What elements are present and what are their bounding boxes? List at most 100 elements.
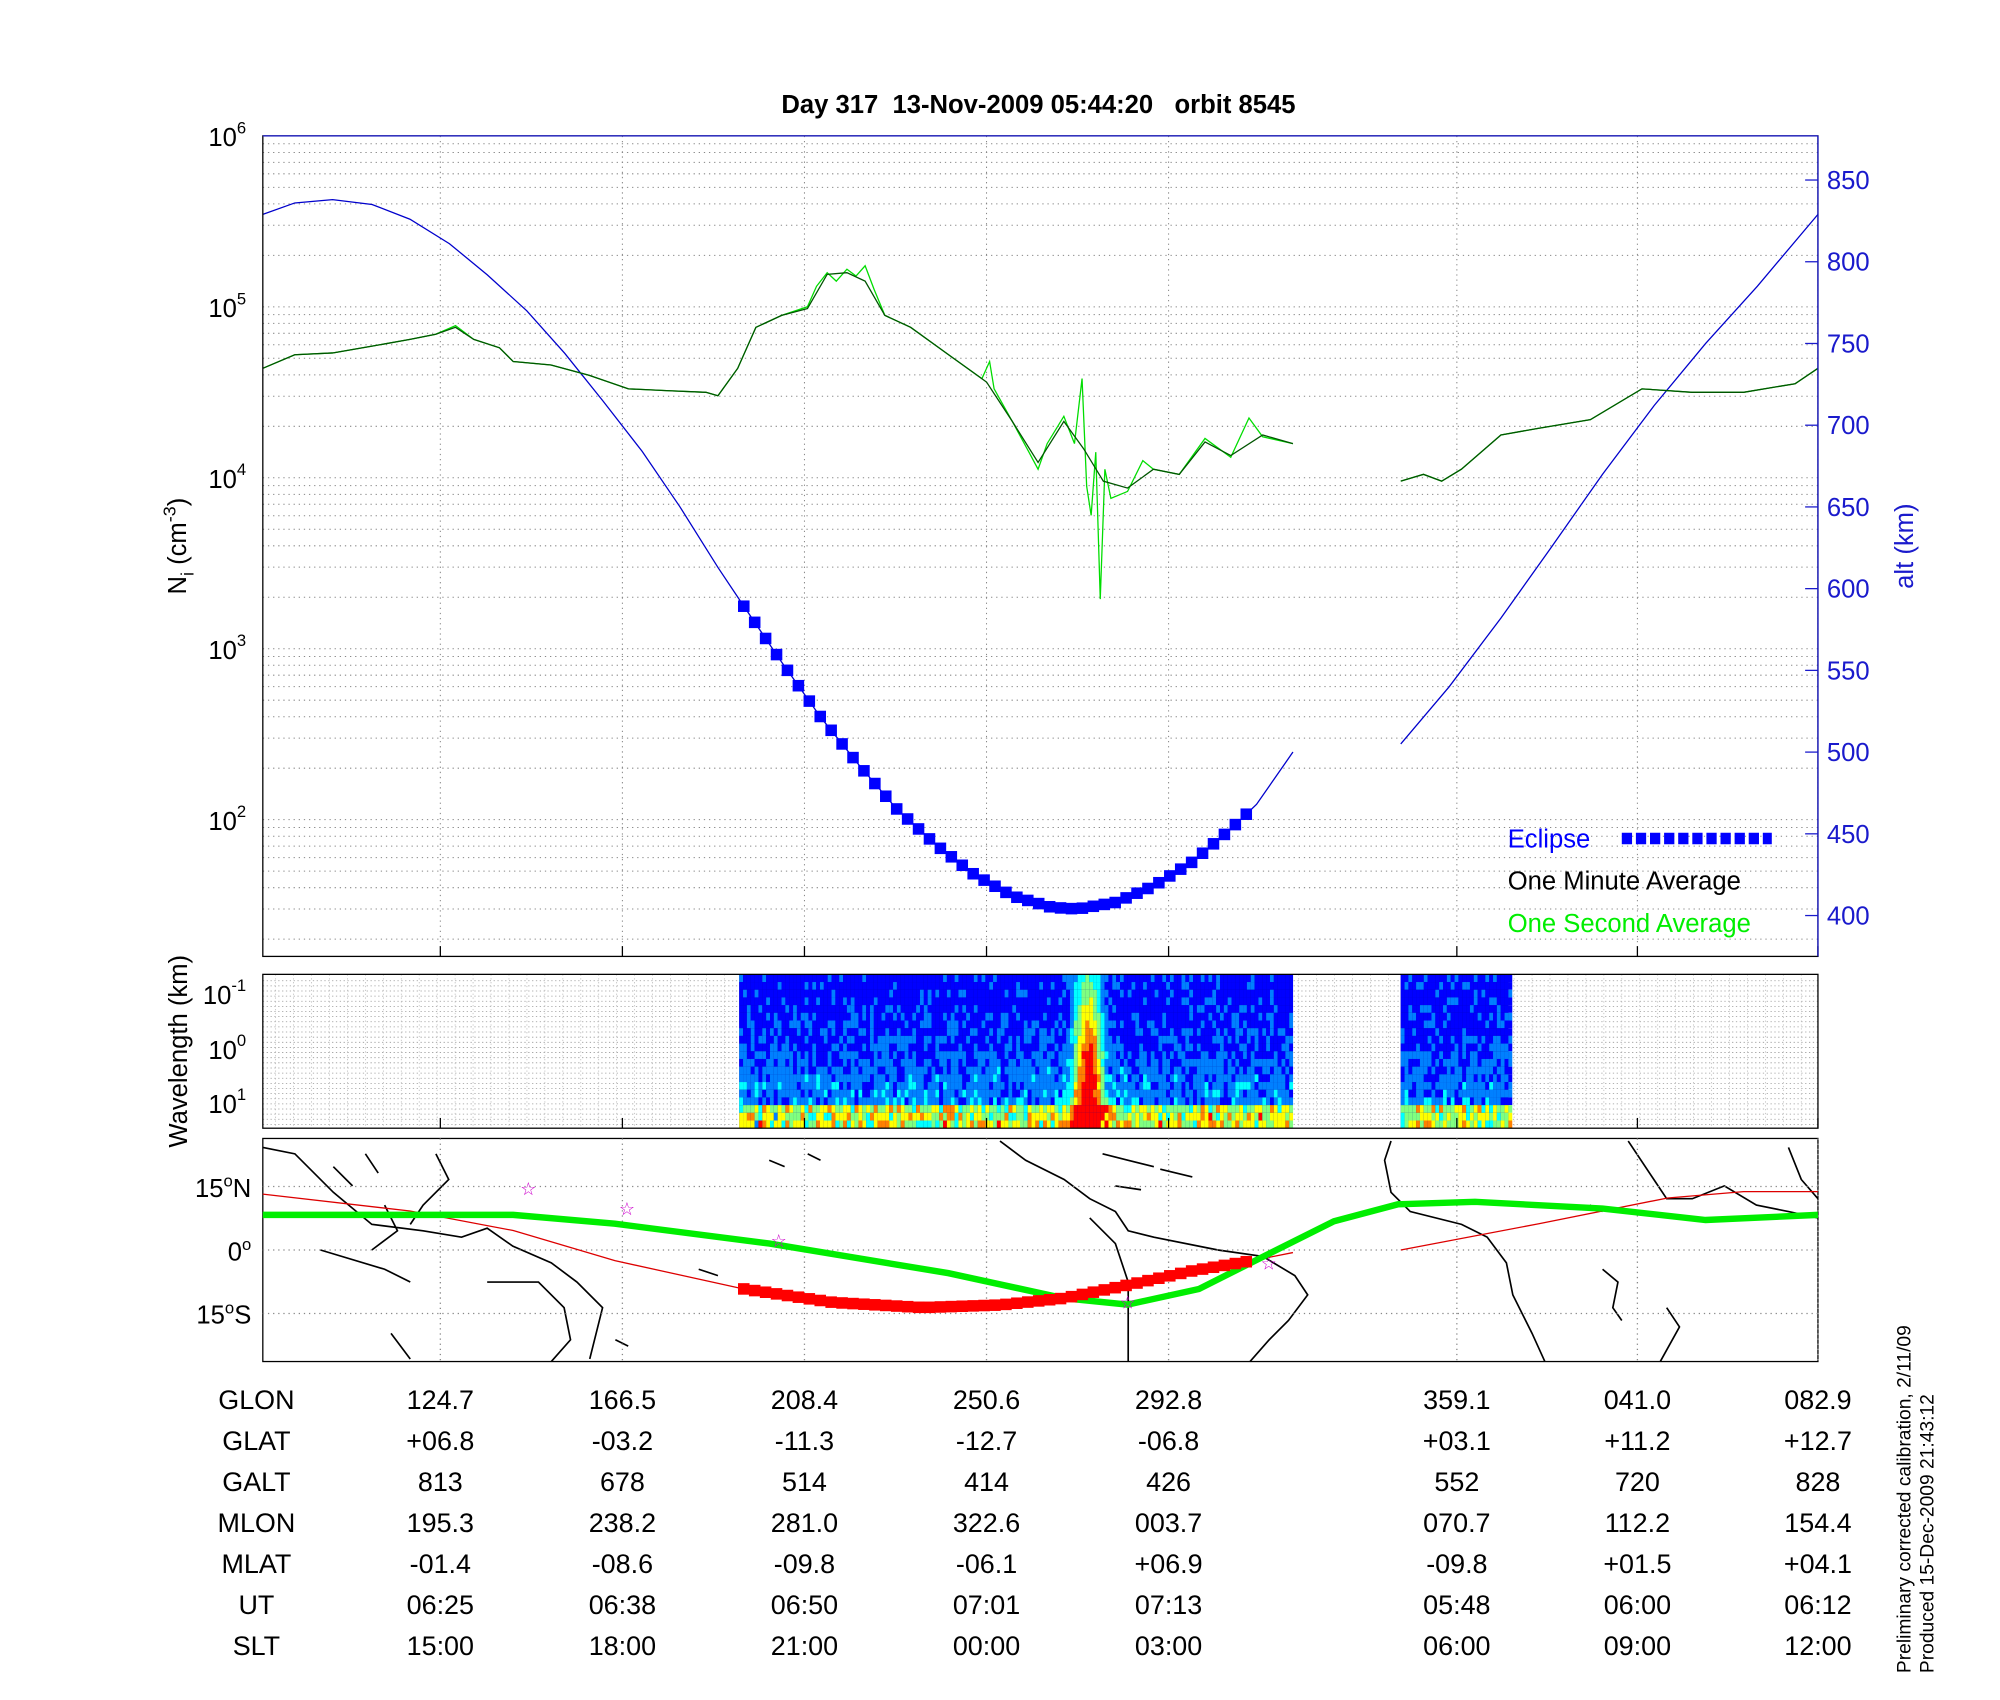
spectrogram-cell bbox=[777, 1074, 782, 1083]
spectrogram-cell bbox=[908, 1020, 913, 1029]
spectrogram-cell bbox=[1066, 1058, 1070, 1067]
spectrogram-cell bbox=[1200, 1058, 1205, 1067]
spectrogram-cell bbox=[1073, 1012, 1078, 1021]
spectrogram-cell bbox=[1462, 1058, 1467, 1067]
spectrogram-cell bbox=[977, 1089, 982, 1098]
spectrogram-cell bbox=[908, 1074, 913, 1083]
spectrogram-cell bbox=[743, 1028, 747, 1036]
spectrogram-cell bbox=[873, 1005, 878, 1013]
spectrogram-cell bbox=[1458, 974, 1463, 983]
spectrogram-cell bbox=[893, 1082, 897, 1090]
spectrogram-cell bbox=[1081, 1066, 1086, 1075]
spectrogram-cell bbox=[1127, 1074, 1132, 1083]
spectrogram-cell bbox=[989, 1028, 994, 1036]
spectrogram-cell bbox=[796, 1028, 801, 1036]
spectrogram-cell bbox=[1246, 974, 1251, 983]
spectrogram-cell bbox=[1450, 1066, 1455, 1075]
spectrogram-cell bbox=[1146, 974, 1151, 983]
spectrogram-cell bbox=[931, 982, 936, 990]
spectrogram-cell bbox=[1104, 1089, 1109, 1098]
spectrogram-cell bbox=[862, 974, 867, 983]
spectrogram-cell bbox=[893, 1012, 897, 1021]
spectrogram-cell bbox=[1439, 1012, 1444, 1021]
spectrogram-cell bbox=[1019, 1074, 1024, 1083]
spectrogram-cell bbox=[758, 974, 763, 983]
spectrogram-cell bbox=[1273, 1089, 1278, 1098]
spectrogram-cell bbox=[777, 1097, 782, 1106]
spectrogram-cell bbox=[927, 1020, 932, 1029]
spectrogram-cell bbox=[819, 989, 824, 998]
eclipse-track-marker bbox=[1185, 1265, 1198, 1277]
spectrogram-cell bbox=[1189, 1012, 1194, 1021]
spectrogram-cell bbox=[904, 997, 909, 1006]
spectrogram-cell bbox=[1504, 1097, 1509, 1106]
spectrogram-cell bbox=[923, 1074, 928, 1083]
spectrogram-cell bbox=[1081, 1082, 1086, 1090]
spectrogram-cell bbox=[1504, 1066, 1509, 1075]
spectrogram-cell bbox=[1204, 1051, 1209, 1059]
spectrogram-cell bbox=[893, 974, 897, 983]
spectrogram-cell bbox=[758, 1043, 763, 1052]
spectrogram-cell bbox=[854, 1043, 859, 1052]
spectrogram-cell bbox=[746, 1097, 751, 1106]
spectrogram-cell bbox=[769, 1028, 774, 1036]
spectrogram-cell bbox=[1185, 1089, 1190, 1098]
spectrogram-cell bbox=[1062, 1105, 1067, 1113]
spectrogram-cell bbox=[1454, 989, 1459, 998]
spectrogram-cell bbox=[789, 974, 794, 983]
spectrogram-cell bbox=[904, 982, 909, 990]
spectrogram-cell bbox=[962, 1112, 967, 1121]
spectrogram-cell bbox=[1285, 989, 1290, 998]
spectrogram-cell bbox=[754, 982, 759, 990]
spectrogram-cell bbox=[1454, 1028, 1459, 1036]
spectrogram-cell bbox=[1166, 1035, 1170, 1044]
spectrogram-cell bbox=[1069, 1082, 1074, 1090]
spectrogram-cell bbox=[1096, 1097, 1101, 1106]
spectrogram-cell bbox=[1400, 1066, 1405, 1075]
spectrogram-cell bbox=[1031, 989, 1036, 998]
spectrogram-cell bbox=[1419, 1082, 1424, 1090]
spectrogram-cell bbox=[1104, 1051, 1109, 1059]
spectrogram-cell bbox=[1416, 982, 1420, 990]
spectrogram-cell bbox=[1208, 1005, 1213, 1013]
spectrogram-cell bbox=[1004, 1097, 1009, 1106]
spectrogram-cell bbox=[908, 997, 913, 1006]
spectrogram-cell bbox=[889, 1028, 894, 1036]
spectrogram-cell bbox=[835, 982, 840, 990]
spectrogram-cell bbox=[1154, 1012, 1159, 1021]
spectrogram-cell bbox=[793, 1120, 797, 1129]
spectrogram-cell bbox=[1408, 989, 1413, 998]
spectrogram-cell bbox=[1116, 1097, 1120, 1106]
spectrogram-cell bbox=[958, 1112, 963, 1121]
spectrogram-cell bbox=[954, 1074, 959, 1083]
spectrogram-cell bbox=[896, 1028, 901, 1036]
spectrogram-cell bbox=[877, 1005, 882, 1013]
legend: Eclipse One Minute Average One Second Av… bbox=[1508, 825, 1772, 938]
spectrogram-cell bbox=[939, 1020, 944, 1029]
spectrogram-cell bbox=[985, 989, 990, 998]
spectrogram-cell bbox=[1493, 1082, 1497, 1090]
spectrogram-cell bbox=[1150, 1005, 1155, 1013]
spectrogram-cell bbox=[1077, 974, 1082, 983]
spectrogram-cell bbox=[808, 1005, 813, 1013]
spectrogram-cell bbox=[1269, 989, 1274, 998]
spectrogram-cell bbox=[1019, 1105, 1024, 1113]
spectrogram-cell bbox=[993, 982, 997, 990]
spectrogram-cell bbox=[827, 1020, 832, 1029]
spectrogram-cell bbox=[1108, 1074, 1113, 1083]
spectrogram-cell bbox=[812, 1058, 817, 1067]
spectrogram-cell bbox=[1135, 1051, 1140, 1059]
spectrogram-cell bbox=[831, 1051, 836, 1059]
spectrogram-cell bbox=[823, 1005, 828, 1013]
spectrogram-cell bbox=[1485, 1043, 1490, 1052]
spectrogram-cell bbox=[1500, 1020, 1505, 1029]
spectrogram-cell bbox=[1000, 1097, 1005, 1106]
spectrogram-cell bbox=[1100, 1120, 1105, 1129]
spectrogram-cell bbox=[1404, 1043, 1409, 1052]
spectrogram-cell bbox=[769, 997, 774, 1006]
spectrogram-cell bbox=[754, 1089, 759, 1098]
ground-track-line bbox=[1400, 1191, 1818, 1251]
spectrogram-cell bbox=[754, 1105, 759, 1113]
spectrogram-cell bbox=[823, 1082, 828, 1090]
spectrogram-frame bbox=[262, 973, 1819, 1129]
